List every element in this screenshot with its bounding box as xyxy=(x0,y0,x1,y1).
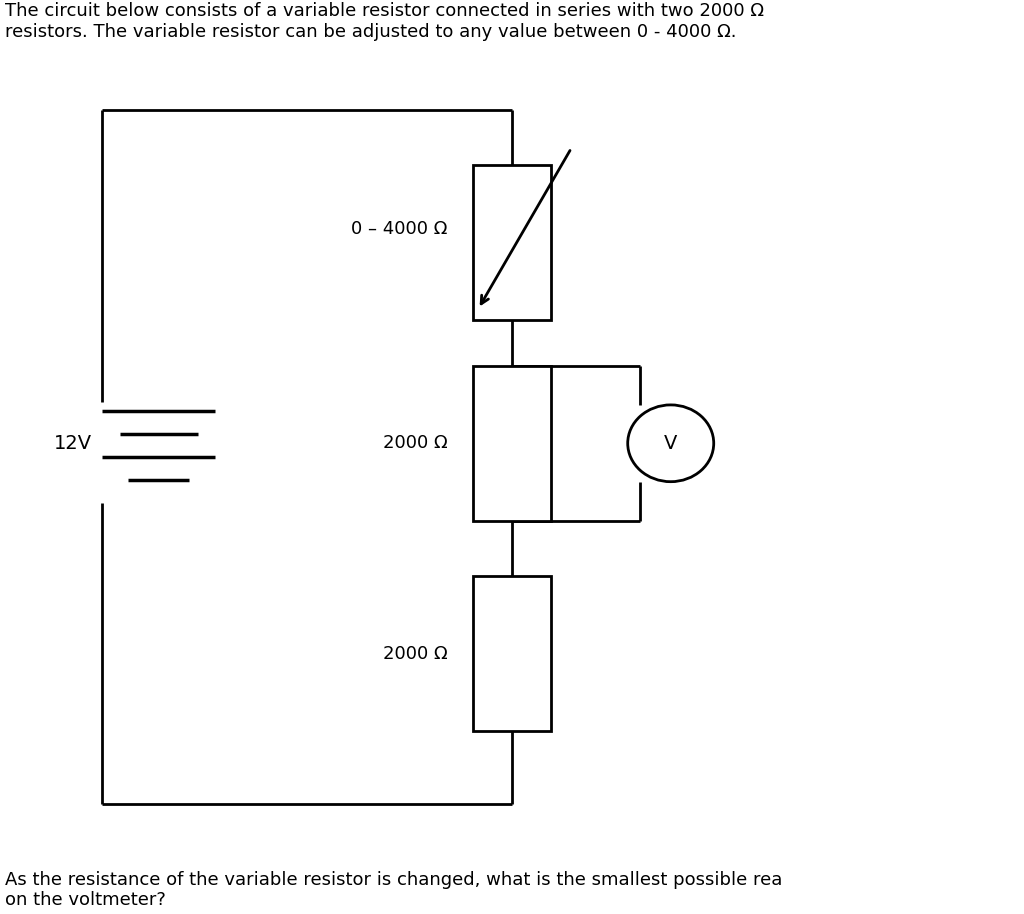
Text: 0 – 4000 Ω: 0 – 4000 Ω xyxy=(351,219,447,238)
Text: As the resistance of the variable resistor is changed, what is the smallest poss: As the resistance of the variable resist… xyxy=(5,871,782,909)
Text: The circuit below consists of a variable resistor connected in series with two 2: The circuit below consists of a variable… xyxy=(5,2,764,40)
Circle shape xyxy=(628,405,714,482)
Text: 2000 Ω: 2000 Ω xyxy=(383,644,447,663)
Text: 2000 Ω: 2000 Ω xyxy=(383,434,447,452)
Bar xyxy=(473,576,551,731)
Bar xyxy=(473,165,551,320)
Bar xyxy=(473,366,551,521)
Text: V: V xyxy=(664,434,678,452)
Text: 12V: 12V xyxy=(54,434,92,452)
